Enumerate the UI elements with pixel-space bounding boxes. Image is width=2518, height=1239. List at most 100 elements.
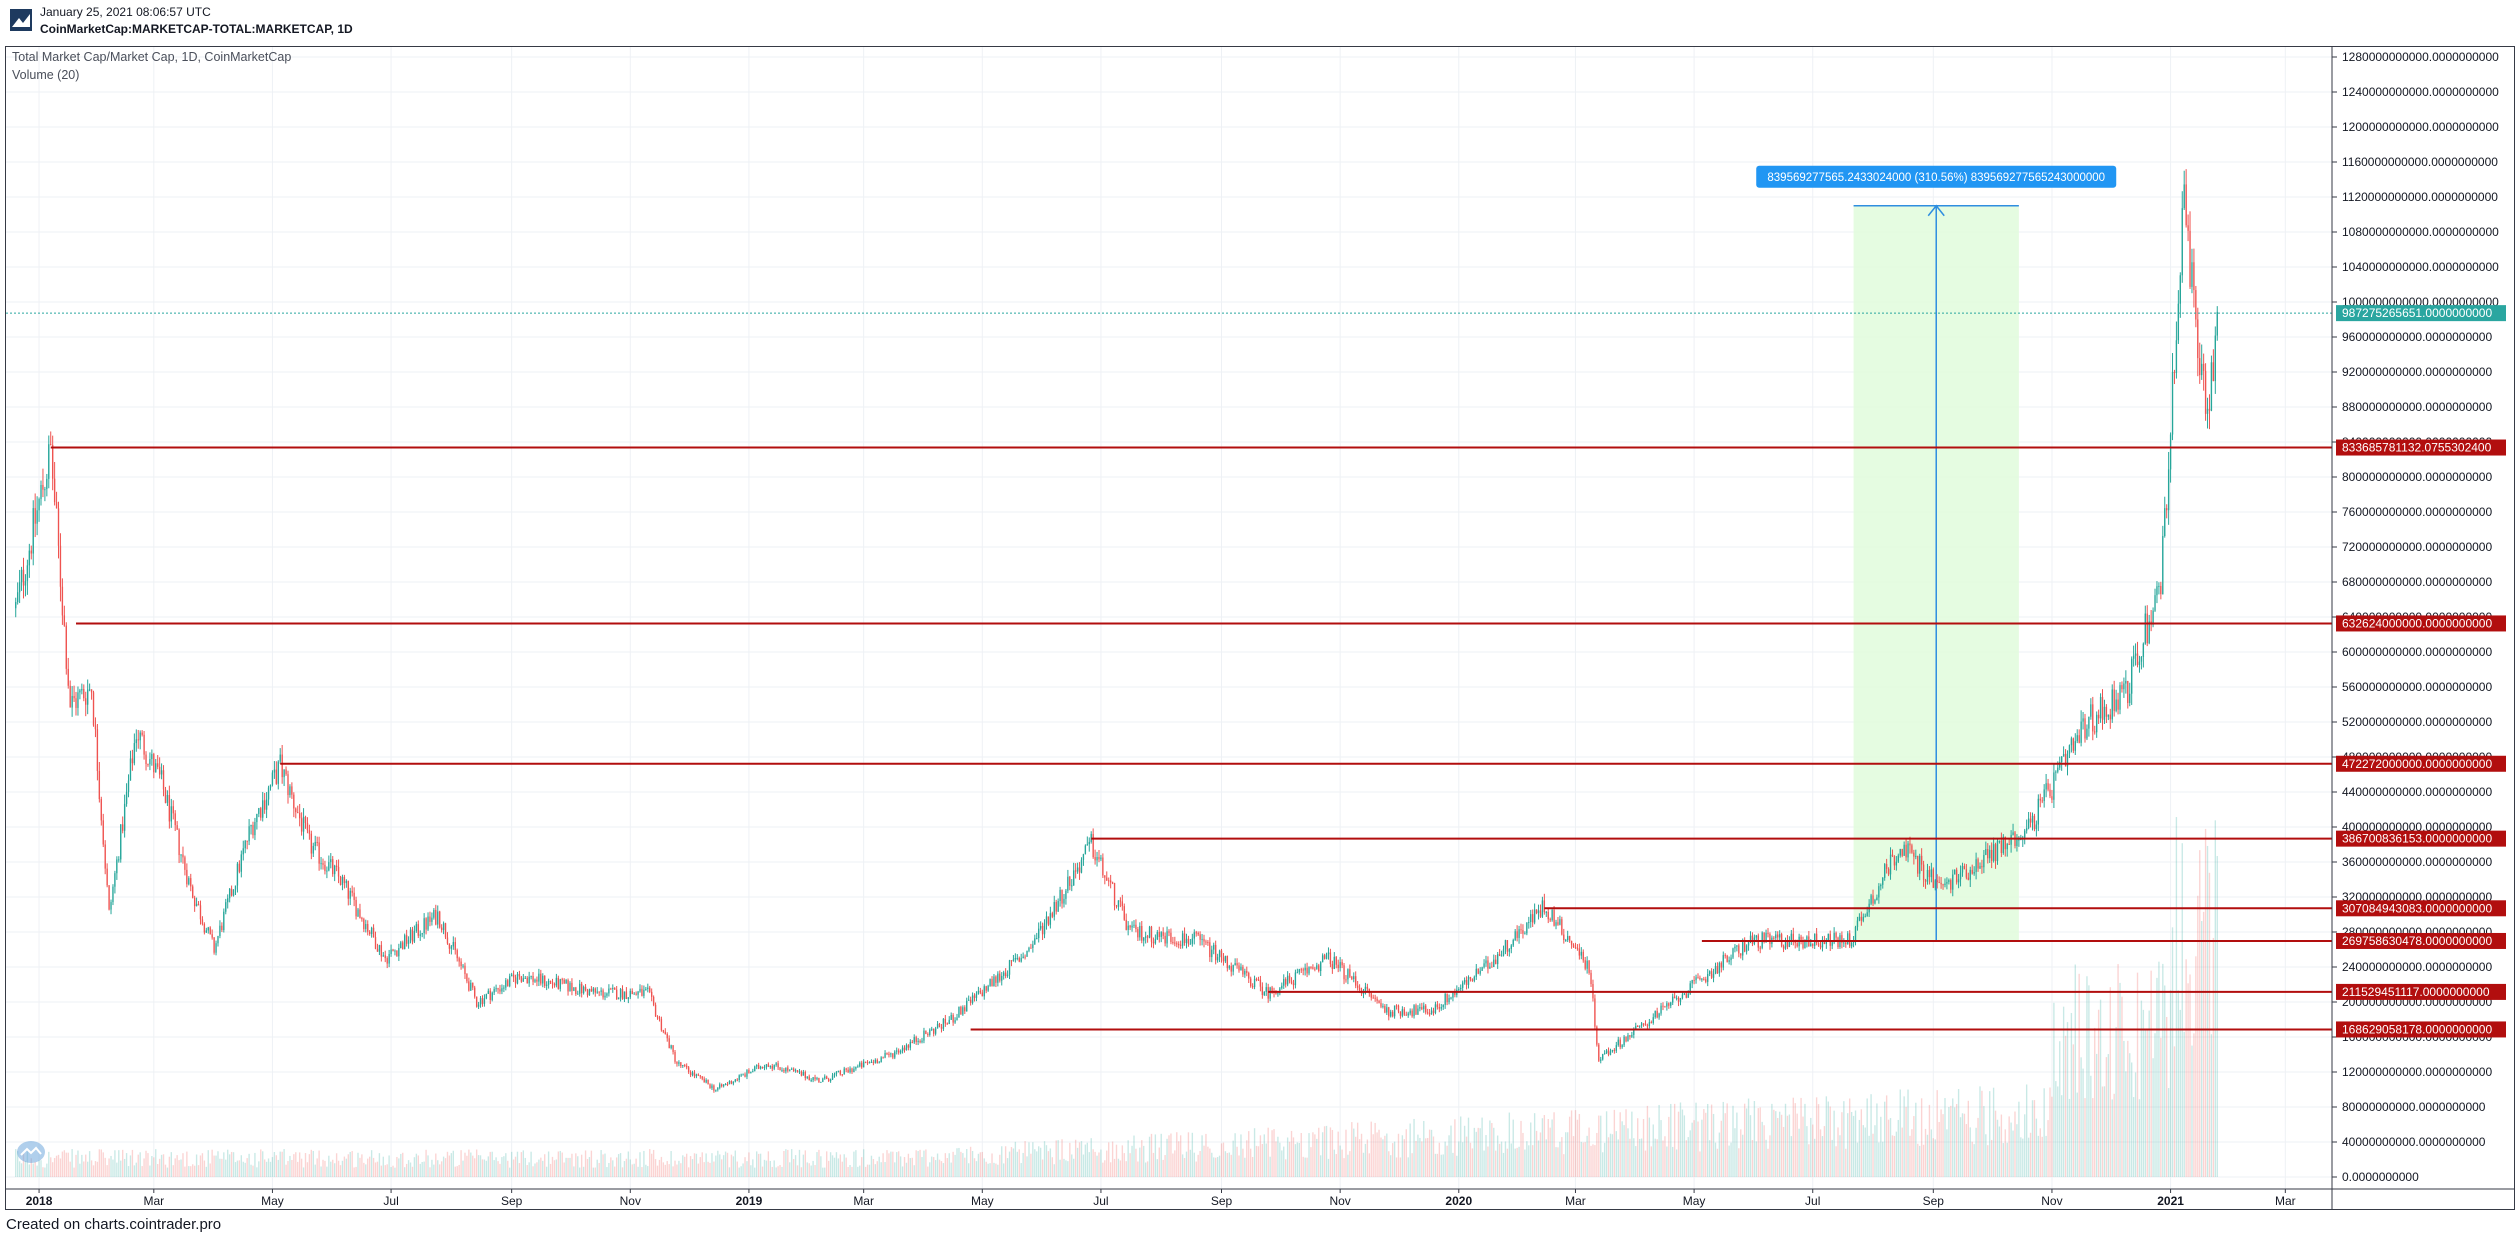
- candle: [2084, 713, 2086, 743]
- volume-bar: [1549, 1127, 1551, 1177]
- candle-body: [400, 942, 402, 949]
- candle: [28, 543, 31, 578]
- candle-body: [1672, 996, 1674, 1003]
- volume-bar: [1275, 1141, 1277, 1177]
- candle: [1179, 940, 1182, 949]
- volume-bar: [1648, 1117, 1651, 1177]
- candle: [55, 491, 58, 509]
- candle: [1489, 962, 1491, 969]
- candle-body: [934, 1028, 937, 1034]
- volume-bar: [569, 1157, 571, 1177]
- candle-body: [1539, 910, 1542, 917]
- candle: [2132, 645, 2135, 667]
- candle: [1267, 983, 1269, 1003]
- volume-bar: [505, 1153, 507, 1177]
- volume-bar: [1498, 1143, 1501, 1177]
- date-tick-label: Jul: [383, 1194, 398, 1208]
- candle-body: [697, 1074, 700, 1076]
- price-axis[interactable]: 0.000000000040000000000.0000000000800000…: [2331, 47, 2506, 1209]
- candle: [1115, 904, 1118, 909]
- volume-bar: [633, 1163, 635, 1177]
- candle-body: [67, 668, 69, 686]
- volume-bar: [2084, 1098, 2086, 1177]
- candle-body: [880, 1057, 882, 1063]
- volume-bar: [1213, 1157, 1215, 1177]
- candle: [1483, 959, 1485, 969]
- candle: [34, 493, 36, 538]
- volume-bar: [705, 1153, 707, 1177]
- candle-body: [1887, 868, 1890, 875]
- volume-bar: [1695, 1102, 1697, 1177]
- volume-bar: [493, 1160, 495, 1177]
- volume-bar: [1001, 1146, 1003, 1177]
- candle: [820, 1081, 822, 1083]
- volume-bar: [51, 1162, 54, 1177]
- candle: [1065, 888, 1067, 905]
- volume-bar: [1703, 1109, 1705, 1177]
- volume-bar: [645, 1164, 647, 1177]
- candle-body: [1843, 942, 1845, 944]
- chart-panel[interactable]: 839569277565.2433024000 (310.56%) 839569…: [5, 46, 2515, 1210]
- volume-bar: [361, 1154, 363, 1177]
- candle-body: [1893, 856, 1896, 866]
- volume-bar: [1885, 1095, 1888, 1177]
- candle-body: [1154, 939, 1157, 944]
- candlestick-chart[interactable]: 839569277565.2433024000 (310.56%) 839569…: [6, 47, 2514, 1209]
- volume-bar: [1592, 1144, 1594, 1177]
- candle: [1691, 979, 1693, 989]
- candle: [199, 900, 202, 925]
- volume-bar: [1018, 1149, 1020, 1177]
- candle-body: [1576, 947, 1579, 949]
- volume-bar: [1533, 1113, 1536, 1177]
- candle-body: [956, 1017, 958, 1021]
- volume-bar: [950, 1162, 952, 1177]
- candle-body: [24, 581, 27, 586]
- candle-body: [2066, 753, 2069, 767]
- candle: [1298, 968, 1300, 975]
- volume-bar: [304, 1153, 307, 1177]
- candle: [907, 1044, 910, 1051]
- volume-bar: [1677, 1111, 1680, 1177]
- candle: [1981, 859, 1983, 874]
- volume-bar: [267, 1158, 270, 1177]
- candle: [1917, 855, 1919, 877]
- candle-body: [312, 845, 314, 854]
- volume-bar: [234, 1162, 237, 1177]
- candle: [444, 922, 447, 940]
- volume-bar: [1541, 1118, 1544, 1177]
- candle-body: [213, 937, 215, 953]
- candle-body: [1296, 972, 1299, 974]
- candle-body: [1691, 980, 1693, 984]
- candle-body: [1594, 998, 1596, 1027]
- volume-bar: [1588, 1127, 1590, 1177]
- candle: [254, 817, 256, 841]
- volume-bar: [1076, 1147, 1079, 1177]
- candle: [1150, 925, 1153, 948]
- candle: [1294, 969, 1297, 989]
- candle: [1922, 860, 1925, 887]
- volume-bar: [911, 1157, 913, 1177]
- candle: [248, 819, 250, 846]
- candle: [785, 1067, 787, 1074]
- date-axis[interactable]: 2018 Mar May Jul Sep Nov 2019 Mar May Jul Sep Nov 20…: [6, 1188, 2514, 1208]
- volume-bar: [1430, 1129, 1433, 1177]
- volume-bar: [104, 1157, 106, 1177]
- volume-bar: [388, 1155, 390, 1177]
- candle-body: [182, 854, 184, 858]
- candle: [1283, 974, 1285, 989]
- date-tick-label: Mar: [1565, 1194, 1586, 1208]
- candle: [1074, 863, 1077, 879]
- volume-bar: [1967, 1100, 1969, 1177]
- candle-body: [2175, 340, 2178, 373]
- volume-bar: [621, 1167, 624, 1177]
- candle: [1617, 1036, 1619, 1047]
- candle-body: [1088, 841, 1090, 845]
- candle: [458, 956, 460, 967]
- candle: [1218, 949, 1221, 963]
- volume-bar: [948, 1153, 950, 1177]
- volume-bar: [528, 1162, 530, 1177]
- candle: [693, 1070, 696, 1079]
- date-tick-label: May: [971, 1194, 994, 1208]
- candle: [2041, 797, 2043, 804]
- volume-bar: [687, 1167, 690, 1177]
